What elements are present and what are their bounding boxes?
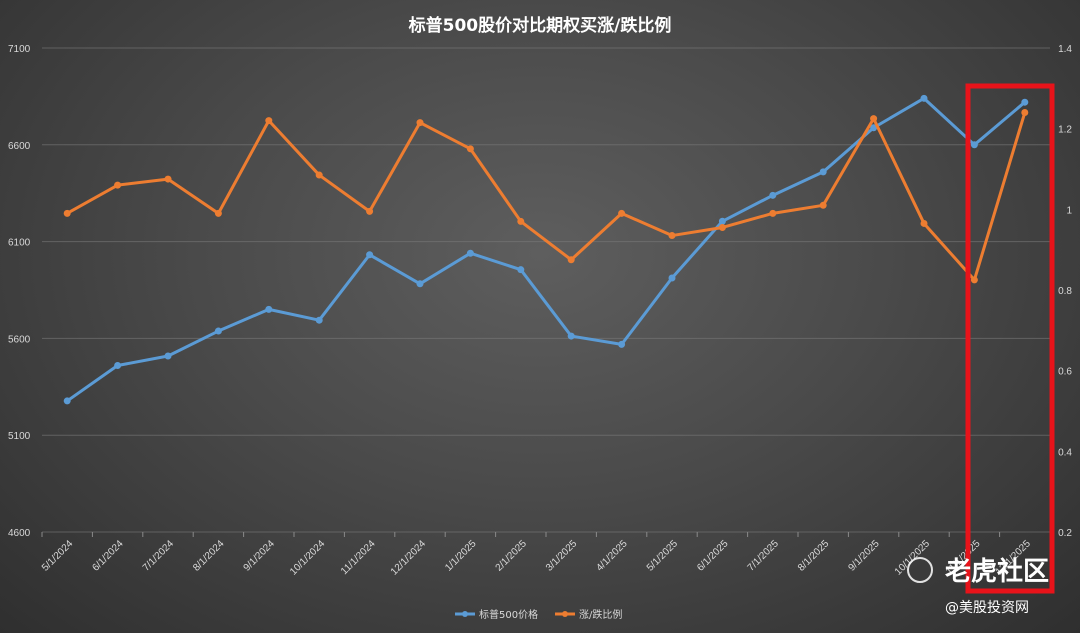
left-tick-label: 7100 <box>8 44 31 55</box>
data-point <box>114 362 122 370</box>
right-tick-label: 1.4 <box>1058 44 1072 55</box>
right-axis-ticks: 1.4 1.2 1 0.8 0.6 0.4 0.2 <box>1058 44 1072 539</box>
right-tick-label: 0.8 <box>1058 286 1072 297</box>
watermark-handle: @美股投资网 <box>945 600 1029 616</box>
data-point <box>870 124 878 132</box>
data-point <box>214 209 222 217</box>
data-point <box>164 175 172 183</box>
data-point <box>970 141 978 149</box>
x-tick-label: 2/1/2025 <box>494 538 530 574</box>
data-point <box>315 171 323 179</box>
data-point <box>970 276 978 284</box>
x-tick-label: 6/1/2024 <box>90 538 126 574</box>
legend-marker <box>562 611 568 617</box>
x-tick-label: 10/1/2024 <box>288 538 328 578</box>
x-tick-label: 9/1/2024 <box>242 538 278 574</box>
data-point <box>668 274 676 282</box>
series-layer <box>63 94 1029 405</box>
left-tick-label: 6100 <box>8 238 31 249</box>
data-point <box>466 145 474 153</box>
x-tick-label: 8/1/2024 <box>191 538 227 574</box>
right-tick-label: 0.2 <box>1058 528 1072 539</box>
data-point <box>164 352 172 360</box>
series-line <box>65 111 1027 282</box>
right-tick-label: 1 <box>1066 205 1072 216</box>
data-point <box>1021 98 1029 106</box>
x-tick-label: 6/1/2025 <box>695 538 731 574</box>
x-tick-label: 5/1/2025 <box>645 538 681 574</box>
data-point <box>265 117 273 125</box>
legend: 标普500价格 涨/跌比例 <box>455 608 622 621</box>
data-point <box>466 249 474 257</box>
data-point <box>1021 109 1029 117</box>
data-point <box>63 209 71 217</box>
left-tick-label: 4600 <box>8 528 31 539</box>
data-point <box>567 256 575 264</box>
data-point <box>416 119 424 127</box>
data-point <box>769 191 777 199</box>
gridlines <box>42 47 1050 533</box>
x-tick-label: 12/1/2024 <box>389 538 429 578</box>
brand-logo-icon <box>907 557 933 583</box>
left-tick-label: 6600 <box>8 141 31 152</box>
data-point <box>517 266 525 274</box>
data-point <box>920 94 928 102</box>
left-tick-label: 5600 <box>8 334 31 345</box>
x-tick-label: 9/1/2025 <box>846 538 882 574</box>
data-point <box>214 327 222 335</box>
x-tick-label: 7/1/2025 <box>746 538 782 574</box>
left-axis-ticks: 7100 6600 6100 5600 5100 4600 <box>8 44 31 539</box>
x-tick-label: 8/1/2025 <box>796 538 832 574</box>
data-point <box>618 340 626 348</box>
data-point <box>819 201 827 209</box>
x-tick-label: 4/1/2025 <box>594 538 630 574</box>
x-axis-ticks: 5/1/2024 6/1/2024 7/1/2024 8/1/2024 9/1/2024… <box>40 532 1051 578</box>
x-tick-label: 10/1/2025 <box>893 538 933 578</box>
right-tick-label: 0.4 <box>1058 447 1072 458</box>
left-tick-label: 5100 <box>8 431 31 442</box>
series-line <box>65 96 1027 403</box>
data-point <box>870 115 878 123</box>
chart-title: 标普500股价对比期权买涨/跌比例 <box>409 15 672 36</box>
right-tick-label: 1.2 <box>1058 125 1072 136</box>
data-point <box>668 232 676 240</box>
x-tick-label: 5/1/2024 <box>40 538 76 574</box>
data-point <box>265 305 273 313</box>
legend-label: 标普500价格 <box>479 608 538 621</box>
data-point <box>718 223 726 231</box>
data-point <box>366 251 374 259</box>
watermark-brand: 老虎社区 <box>945 556 1049 587</box>
x-tick-label: 1/1/2025 <box>443 538 479 574</box>
x-tick-label: 3/1/2025 <box>544 538 580 574</box>
x-tick-label: 11/1/2024 <box>339 538 378 577</box>
watermark: 老虎社区 @美股投资网 <box>907 556 1049 616</box>
data-point <box>819 168 827 176</box>
legend-marker <box>462 611 468 617</box>
data-point <box>920 219 928 227</box>
data-point <box>718 217 726 225</box>
data-point <box>366 207 374 215</box>
data-point <box>416 280 424 288</box>
data-point <box>618 209 626 217</box>
highlight-box <box>965 83 1055 594</box>
x-tick-label: 7/1/2024 <box>141 538 177 574</box>
data-point <box>517 217 525 225</box>
data-point <box>114 181 122 189</box>
legend-label: 涨/跌比例 <box>579 608 622 621</box>
data-point <box>769 209 777 217</box>
data-point <box>63 397 71 405</box>
right-tick-label: 0.6 <box>1058 367 1072 378</box>
data-point <box>315 316 323 324</box>
data-point <box>567 332 575 340</box>
